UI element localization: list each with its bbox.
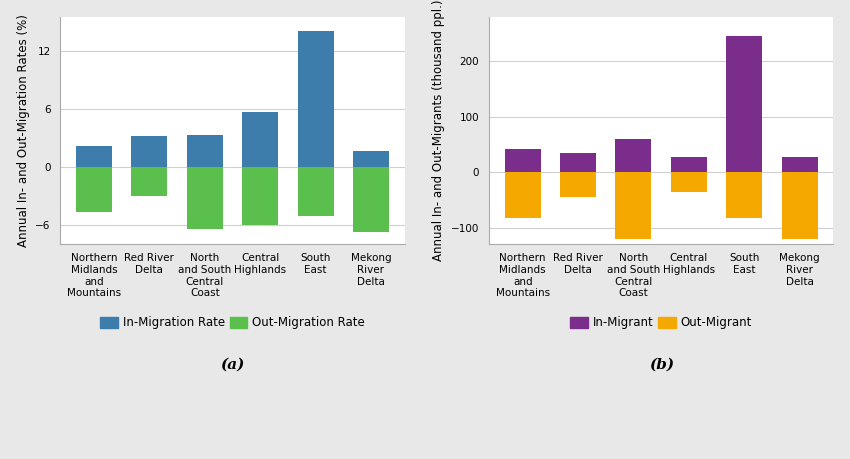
Bar bbox=[560, 172, 596, 197]
Bar bbox=[615, 172, 651, 239]
Bar bbox=[505, 149, 541, 172]
Bar bbox=[242, 112, 278, 167]
Legend: In-Migration Rate, Out-Migration Rate: In-Migration Rate, Out-Migration Rate bbox=[95, 312, 370, 334]
Text: (a): (a) bbox=[220, 358, 245, 372]
Bar bbox=[298, 167, 333, 216]
Bar bbox=[298, 31, 333, 167]
Legend: In-Migrant, Out-Migrant: In-Migrant, Out-Migrant bbox=[565, 312, 756, 334]
Bar bbox=[353, 151, 389, 167]
Y-axis label: Annual In- and Out-Migration Rates (%): Annual In- and Out-Migration Rates (%) bbox=[17, 14, 30, 247]
Bar bbox=[726, 172, 762, 218]
Bar bbox=[353, 167, 389, 232]
Bar bbox=[726, 36, 762, 172]
Bar bbox=[187, 167, 223, 229]
Bar bbox=[782, 172, 818, 239]
Bar bbox=[76, 167, 112, 213]
Text: (b): (b) bbox=[649, 358, 674, 372]
Bar bbox=[505, 172, 541, 218]
Bar bbox=[560, 153, 596, 172]
Bar bbox=[76, 146, 112, 167]
Bar bbox=[242, 167, 278, 225]
Bar bbox=[132, 167, 167, 196]
Bar bbox=[187, 135, 223, 167]
Bar bbox=[615, 139, 651, 172]
Bar bbox=[671, 157, 707, 172]
Bar bbox=[671, 172, 707, 192]
Y-axis label: Annual In- and Out-Migrants (thousand ppl.): Annual In- and Out-Migrants (thousand pp… bbox=[433, 0, 445, 261]
Bar bbox=[782, 157, 818, 172]
Bar bbox=[132, 136, 167, 167]
